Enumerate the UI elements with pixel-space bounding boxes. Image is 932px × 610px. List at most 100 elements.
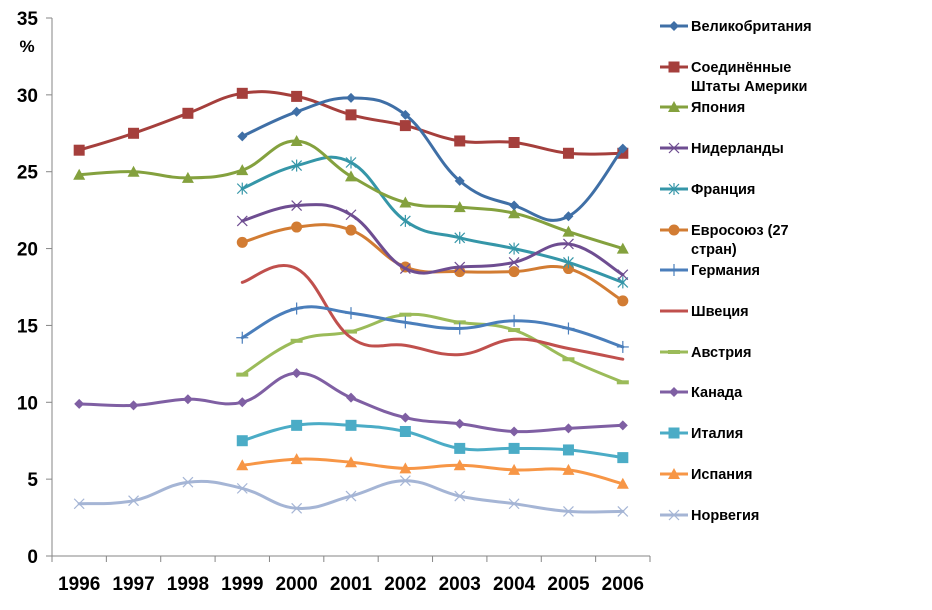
data-point — [562, 225, 575, 237]
data-point — [182, 476, 194, 488]
data-point — [345, 209, 357, 221]
series-line — [240, 155, 625, 284]
legend-item: Швеция — [660, 304, 749, 320]
data-point — [291, 200, 303, 211]
y-tick-label: 5 — [27, 470, 38, 491]
marker-stroke — [508, 498, 520, 510]
data-point — [73, 168, 86, 180]
data-point — [128, 127, 140, 139]
data-point — [236, 87, 248, 99]
legend-marker — [669, 387, 679, 397]
marker-stroke — [617, 269, 629, 281]
data-point — [73, 144, 85, 156]
y-tick-label: 20 — [17, 240, 38, 261]
legend-marker — [668, 183, 680, 195]
data-point — [345, 109, 357, 121]
data-point — [617, 295, 629, 307]
data-point — [508, 256, 520, 268]
data-point — [617, 452, 629, 464]
data-point — [562, 444, 574, 456]
series-8 — [240, 264, 625, 361]
series-12 — [236, 453, 629, 489]
legend-item: Нидерланды — [660, 141, 784, 157]
data-point — [345, 329, 357, 334]
axes: 0 5 10 15 20 25 30 35% 1996 1997 1998 1999 2000 2001 2… — [17, 9, 651, 595]
data-point — [290, 453, 303, 465]
data-point — [454, 266, 466, 278]
legend-label: Австрия — [691, 345, 751, 361]
data-point — [508, 242, 520, 255]
data-point — [616, 380, 629, 385]
data-point — [562, 147, 574, 159]
data-point — [508, 498, 520, 510]
data-point — [453, 459, 466, 471]
legend-marker — [668, 61, 680, 73]
y-tick-label: 30 — [17, 86, 38, 107]
data-point — [563, 238, 574, 250]
data-point — [291, 502, 303, 514]
data-point — [345, 307, 357, 320]
marker-stroke — [399, 263, 411, 274]
data-point — [454, 135, 466, 147]
data-point — [346, 392, 356, 403]
data-point — [345, 170, 357, 182]
x-tick-label: 2004 — [493, 574, 536, 595]
data-point — [399, 120, 411, 132]
legend-item: Япония — [660, 100, 745, 116]
data-point — [454, 418, 465, 429]
x-tick-label: 2000 — [275, 574, 317, 595]
series-9 — [236, 312, 629, 385]
x-tick-label: 2006 — [602, 574, 644, 595]
legend-label: Канада — [691, 385, 743, 401]
series-13 — [73, 475, 629, 517]
data-point — [562, 357, 575, 362]
data-point — [345, 156, 357, 169]
data-point — [291, 221, 303, 233]
data-point — [508, 266, 520, 278]
data-point — [291, 159, 303, 172]
marker-stroke — [563, 238, 574, 250]
marker-stroke — [508, 256, 520, 268]
data-point — [291, 106, 302, 117]
data-point — [400, 412, 411, 423]
series-line — [240, 264, 625, 361]
y-tick-label: 0 — [27, 547, 38, 568]
data-point — [509, 426, 520, 437]
y-axis-unit-label: % — [19, 37, 34, 56]
legend: Великобритания Соединённые Штаты Америки Яп… — [660, 19, 812, 524]
data-point — [617, 276, 629, 289]
legend-item: Норвегия — [660, 508, 759, 524]
marker-stroke — [291, 200, 303, 211]
data-point — [508, 328, 521, 333]
data-point — [291, 90, 303, 102]
x-tick-label: 2003 — [439, 574, 481, 595]
data-point — [400, 109, 411, 120]
data-point — [345, 490, 357, 502]
data-point — [182, 107, 194, 119]
y-tick-label: 25 — [17, 163, 39, 184]
data-point — [563, 505, 574, 517]
data-point — [236, 164, 249, 176]
marker-stroke — [399, 475, 411, 487]
data-point — [508, 442, 520, 454]
series-3 — [73, 134, 629, 254]
marker-stroke — [128, 495, 139, 507]
y-tick-label: 10 — [17, 393, 38, 414]
data-point — [454, 231, 466, 244]
series-line — [240, 305, 625, 349]
data-point — [563, 211, 574, 222]
data-point — [127, 165, 140, 177]
series-4 — [236, 200, 629, 281]
marker-stroke — [563, 505, 574, 517]
marker-stroke — [236, 215, 248, 227]
data-point — [562, 322, 575, 335]
data-point — [236, 435, 248, 447]
marker-stroke — [668, 142, 680, 154]
series-7 — [236, 302, 629, 353]
data-point — [236, 215, 248, 227]
data-point — [236, 372, 249, 377]
marker-stroke — [73, 498, 85, 510]
marker-stroke — [617, 505, 629, 517]
legend-marker — [668, 142, 680, 154]
